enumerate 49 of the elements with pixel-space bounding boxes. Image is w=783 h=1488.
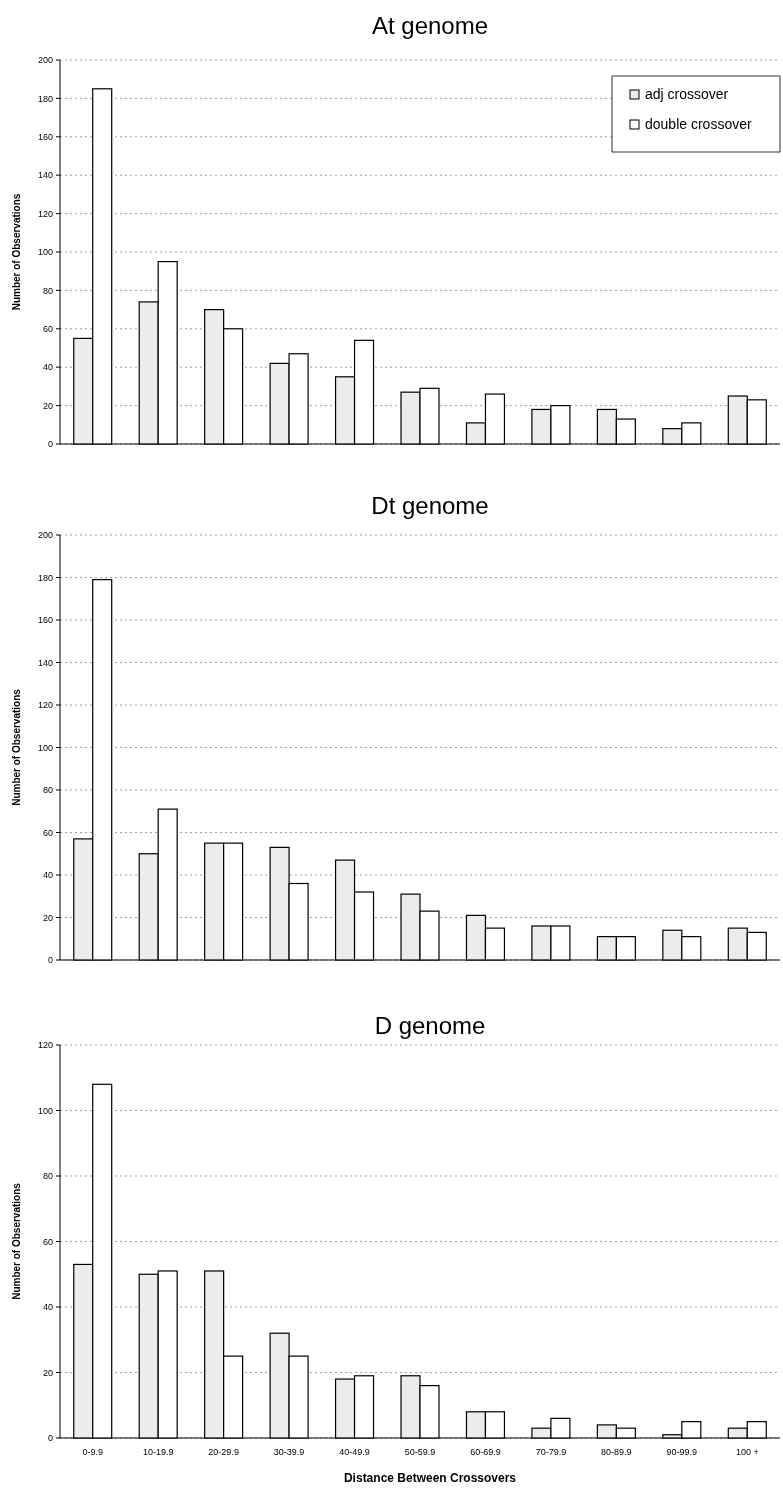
- chart-title: D genome: [374, 1012, 486, 1039]
- y-tick-label: 140: [37, 657, 53, 668]
- y-tick-label: 100: [37, 742, 53, 753]
- x-axis-title: Distance Between Crossovers: [343, 1471, 517, 1485]
- y-tick-label: 100: [37, 247, 53, 258]
- y-tick-label: 80: [42, 285, 53, 296]
- x-tick-label: 30-39.9: [273, 1447, 305, 1457]
- x-tick-label: 0-9.9: [82, 1447, 103, 1457]
- y-tick-label: 100: [37, 1105, 53, 1116]
- x-tick-label: 100 +: [735, 1447, 759, 1457]
- x-tick-label: 60-69.9: [470, 1447, 501, 1457]
- y-tick-label: 140: [37, 170, 53, 181]
- y-tick-label: 60: [42, 827, 53, 838]
- x-tick-label: 70-79.9: [535, 1447, 567, 1457]
- y-tick-label: 160: [37, 131, 53, 142]
- x-tick-label: 40-49.9: [339, 1447, 370, 1457]
- y-tick-label: 180: [37, 572, 53, 583]
- x-tick-label: 50-59.9: [404, 1447, 436, 1457]
- y-tick-label: 200: [37, 530, 53, 541]
- y-tick-label: 120: [37, 1040, 53, 1051]
- chart-title: At genome: [371, 12, 489, 39]
- y-axis-title: Number of Observations: [11, 688, 22, 806]
- x-tick-label: 20-29.9: [208, 1447, 239, 1457]
- y-tick-label: 0: [47, 439, 53, 450]
- y-tick-label: 160: [37, 615, 53, 626]
- y-tick-label: 20: [42, 1367, 53, 1378]
- y-tick-label: 60: [42, 1236, 53, 1247]
- y-tick-label: 60: [42, 323, 53, 334]
- legend-label: adj crossover: [645, 86, 729, 103]
- y-tick-label: 40: [42, 1302, 53, 1313]
- y-tick-label: 40: [42, 362, 53, 373]
- legend-label: double crossover: [645, 116, 752, 133]
- y-tick-label: 120: [37, 208, 53, 219]
- y-tick-label: 20: [42, 400, 53, 411]
- y-tick-label: 120: [37, 700, 53, 711]
- y-tick-label: 80: [42, 785, 53, 796]
- y-tick-label: 0: [47, 1433, 53, 1444]
- x-tick-label: 80-89.9: [601, 1447, 632, 1457]
- x-tick-label: 90-99.9: [666, 1447, 698, 1457]
- y-tick-label: 200: [37, 55, 53, 66]
- y-axis-title: Number of Observations: [11, 1182, 22, 1300]
- x-tick-label: 10-19.9: [142, 1447, 174, 1457]
- y-tick-label: 0: [47, 955, 53, 966]
- y-tick-label: 40: [42, 870, 53, 881]
- y-tick-label: 180: [37, 93, 53, 104]
- y-axis-title: Number of Observations: [11, 193, 22, 311]
- chart-title: Dt genome: [371, 492, 489, 519]
- y-tick-label: 20: [42, 912, 53, 923]
- y-tick-label: 80: [42, 1171, 53, 1182]
